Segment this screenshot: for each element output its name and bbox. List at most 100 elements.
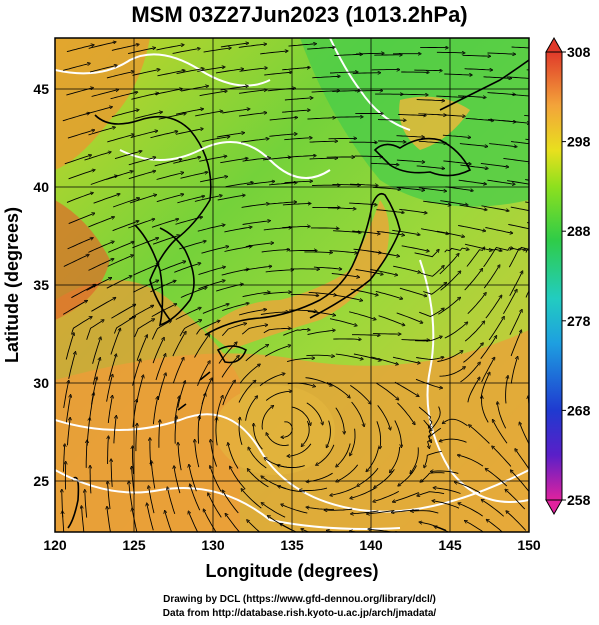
streamline [65, 334, 74, 360]
streamline [263, 328, 290, 334]
streamline [392, 509, 420, 513]
streamline [68, 170, 95, 180]
streamline [367, 447, 380, 471]
streamline [430, 406, 441, 431]
streamline [376, 421, 381, 448]
streamline [128, 219, 154, 229]
streamline [201, 247, 228, 254]
streamline [313, 266, 341, 269]
streamline [444, 248, 468, 253]
streamline [459, 143, 487, 147]
streamline [245, 243, 273, 248]
streamline [378, 315, 404, 325]
streamline [226, 514, 241, 532]
streamline [133, 264, 158, 276]
streamline [326, 381, 349, 397]
streamline [114, 151, 141, 160]
streamline [91, 298, 115, 312]
colorbar-min-arrow [545, 499, 563, 516]
streamline [498, 403, 507, 429]
streamline [396, 186, 424, 190]
streamline [376, 230, 404, 235]
streamline [239, 90, 266, 94]
streamline [308, 291, 336, 295]
streamline [152, 236, 179, 245]
streamline [175, 417, 176, 444]
streamline [480, 373, 489, 399]
streamline [159, 421, 160, 448]
streamline [333, 339, 360, 340]
streamline [372, 334, 400, 335]
streamline [487, 53, 515, 54]
streamline [88, 42, 115, 49]
streamline [489, 143, 516, 147]
streamline [86, 320, 104, 340]
streamline [329, 72, 357, 73]
streamline [242, 221, 270, 225]
streamline [268, 202, 296, 205]
streamline [282, 110, 309, 113]
streamline [306, 402, 323, 424]
streamline [260, 51, 287, 55]
streamline [68, 214, 94, 225]
streamline [455, 482, 481, 494]
streamline [481, 205, 509, 211]
streamline [107, 135, 133, 143]
streamline [351, 487, 376, 498]
streamline [178, 443, 182, 471]
streamline [175, 129, 202, 135]
streamline [487, 92, 515, 95]
streamline [93, 194, 119, 204]
streamline [85, 491, 88, 518]
streamline [168, 488, 176, 515]
page-title: MSM 03Z27Jun2023 (1013.2hPa) [131, 2, 468, 27]
streamline [132, 400, 137, 428]
streamline [458, 455, 484, 467]
streamline [151, 219, 178, 228]
streamline [284, 98, 312, 101]
streamline [355, 269, 383, 275]
streamline [113, 317, 134, 334]
streamline [487, 179, 514, 184]
streamline [111, 460, 112, 487]
streamline [91, 90, 118, 97]
streamline [354, 156, 382, 157]
streamline [356, 53, 383, 54]
streamline [198, 281, 224, 290]
streamline [165, 511, 172, 532]
streamline [507, 512, 527, 531]
streamline [108, 242, 133, 253]
streamline [464, 269, 482, 291]
streamline [180, 172, 207, 179]
streamline [131, 93, 157, 100]
streamline [216, 418, 217, 446]
streamline [175, 217, 202, 225]
streamline [241, 325, 267, 335]
streamline [222, 109, 249, 114]
colorbar-tick-label: 278 [567, 313, 591, 329]
streamline [220, 43, 248, 48]
streamline [528, 270, 529, 271]
streamline [440, 200, 467, 205]
streamline [525, 289, 529, 298]
streamline [399, 208, 426, 213]
streamline [433, 501, 460, 509]
streamline [416, 357, 443, 360]
streamline [224, 246, 252, 252]
streamline [486, 469, 508, 487]
streamline [63, 64, 89, 71]
streamline [335, 407, 345, 433]
streamline [248, 521, 261, 532]
x-tick-label: 135 [280, 537, 304, 553]
streamline [288, 443, 312, 456]
streamline [242, 490, 262, 509]
streamline [260, 312, 288, 315]
streamline [222, 381, 235, 406]
streamline [400, 94, 427, 95]
streamline [335, 353, 363, 359]
streamline [377, 141, 405, 142]
streamline [155, 355, 165, 381]
streamline [414, 250, 439, 258]
x-tick-label: 125 [122, 537, 146, 553]
